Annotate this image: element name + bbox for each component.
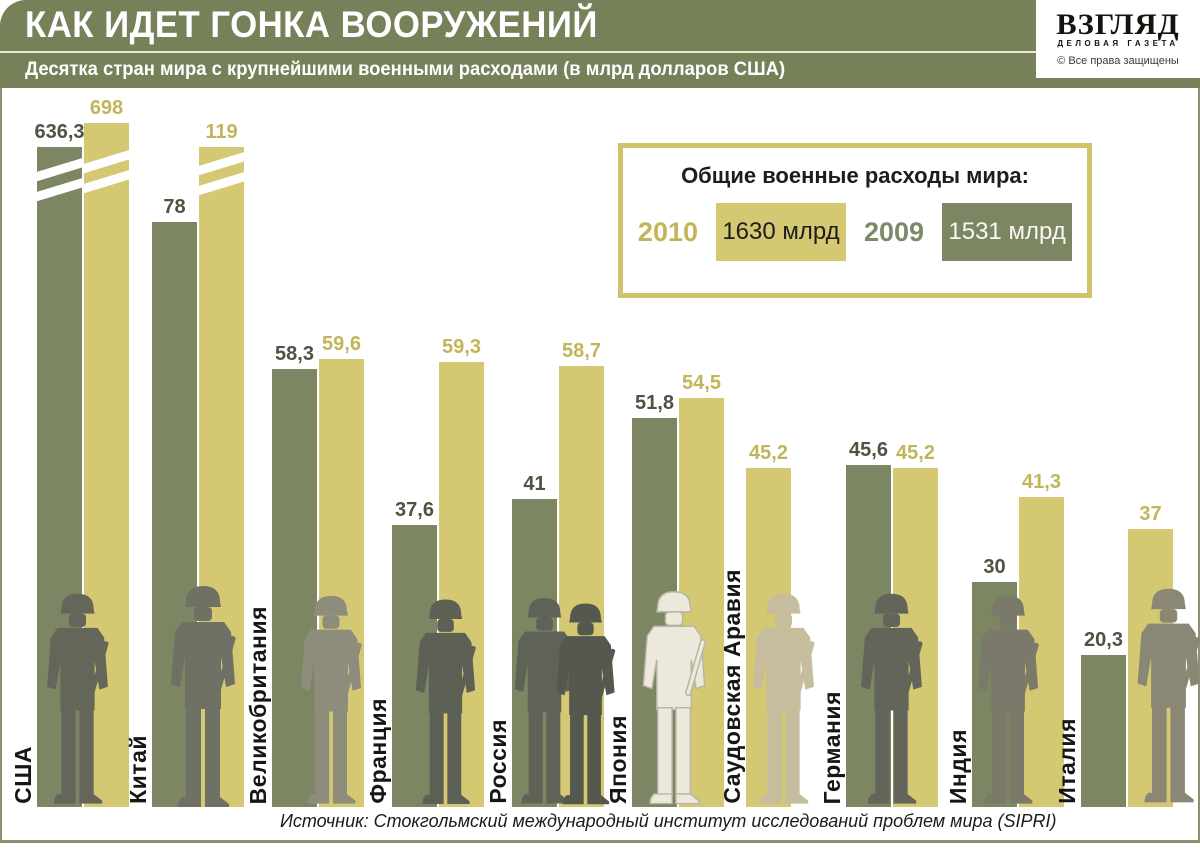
- soldier-photo-Италия: [1120, 583, 1200, 815]
- value-label-2010-Россия: 58,7: [562, 340, 601, 362]
- soldier-photo-Россия: [540, 598, 631, 816]
- header-band: КАК ИДЕТ ГОНКА ВООРУЖЕНИЙ Десятка стран …: [0, 0, 1200, 88]
- bar-2010-Франция: [439, 362, 484, 807]
- legend-row: 2010 1630 млрд 2009 1531 млрд: [623, 203, 1087, 261]
- soldier-photo-Саудовская Аравия: [736, 588, 831, 816]
- legend-title: Общие военные расходы мира:: [681, 163, 1029, 188]
- axis-break-mark: [37, 175, 82, 204]
- legend-box: Общие военные расходы мира: 2010 1630 мл…: [618, 143, 1092, 298]
- page-subtitle: Десятка стран мира с крупнейшими военным…: [25, 59, 786, 80]
- value-label-2010-США: 698: [89, 97, 124, 119]
- soldier-photo-Франция: [399, 594, 492, 816]
- bar-2009-Великобритания: [272, 369, 317, 807]
- legend-swatch-2010: 1630 млрд: [716, 203, 846, 261]
- chart-frame: [0, 88, 1200, 843]
- soldier-photo-Япония: [626, 586, 722, 816]
- value-label-2009-Франция: 37,6: [395, 499, 434, 521]
- value-label-2009-Россия: 41: [523, 473, 546, 495]
- country-label-Китай: Китай: [125, 735, 151, 804]
- value-label-2009-Китай: 78: [163, 196, 186, 218]
- value-label-2010-Великобритания: 59,6: [322, 333, 361, 355]
- value-label-2010-Италия: 37: [1139, 503, 1162, 525]
- legend-swatch-2009: 1531 млрд: [942, 203, 1073, 261]
- axis-break-mark: [84, 167, 129, 196]
- soldier-photo-США: [30, 588, 125, 816]
- value-label-2010-Япония: 54,5: [682, 372, 721, 394]
- soldier-photo-Великобритания: [284, 590, 378, 816]
- legend-year-2009: 2009: [864, 216, 925, 247]
- value-label-2010-Китай: 119: [205, 121, 238, 143]
- logo-tagline: ДЕЛОВАЯ ГАЗЕТА: [1057, 39, 1179, 48]
- value-label-2009-Италия: 20,3: [1084, 629, 1123, 651]
- value-label-2009-Германия: 45,6: [849, 439, 888, 461]
- legend-year-2010: 2010: [637, 216, 698, 247]
- value-label-2010-Индия: 41,3: [1022, 471, 1061, 493]
- soldier-photo-Индия: [961, 590, 1055, 816]
- soldier-photo-Китай: [153, 580, 253, 820]
- axis-break-mark: [199, 169, 244, 198]
- soldier-photo-Германия: [844, 588, 939, 816]
- value-label-2010-Саудовская Аравия: 45,2: [749, 442, 788, 464]
- value-label-2009-Япония: 51,8: [635, 392, 674, 414]
- logo-copyright: © Все права защищены: [1057, 55, 1179, 67]
- value-label-2009-Великобритания: 58,3: [275, 343, 314, 365]
- page-title: КАК ИДЕТ ГОНКА ВООРУЖЕНИЙ: [25, 4, 598, 45]
- value-label-2009-США: 636,3: [34, 121, 85, 143]
- source-note: Источник: Стокгольмский международный ин…: [280, 811, 1057, 831]
- value-label-2009-Индия: 30: [983, 556, 1006, 578]
- country-label-Италия: Италия: [1054, 718, 1080, 804]
- logo-box: ВЗГЛЯД ДЕЛОВАЯ ГАЗЕТА © Все права защище…: [1036, 0, 1200, 78]
- logo-name: ВЗГЛЯД: [1056, 8, 1180, 41]
- value-label-2010-Германия: 45,2: [896, 442, 935, 464]
- value-label-2010-Франция: 59,3: [442, 336, 481, 358]
- bar-2009-Италия: [1081, 655, 1126, 807]
- header-divider: [0, 51, 1036, 53]
